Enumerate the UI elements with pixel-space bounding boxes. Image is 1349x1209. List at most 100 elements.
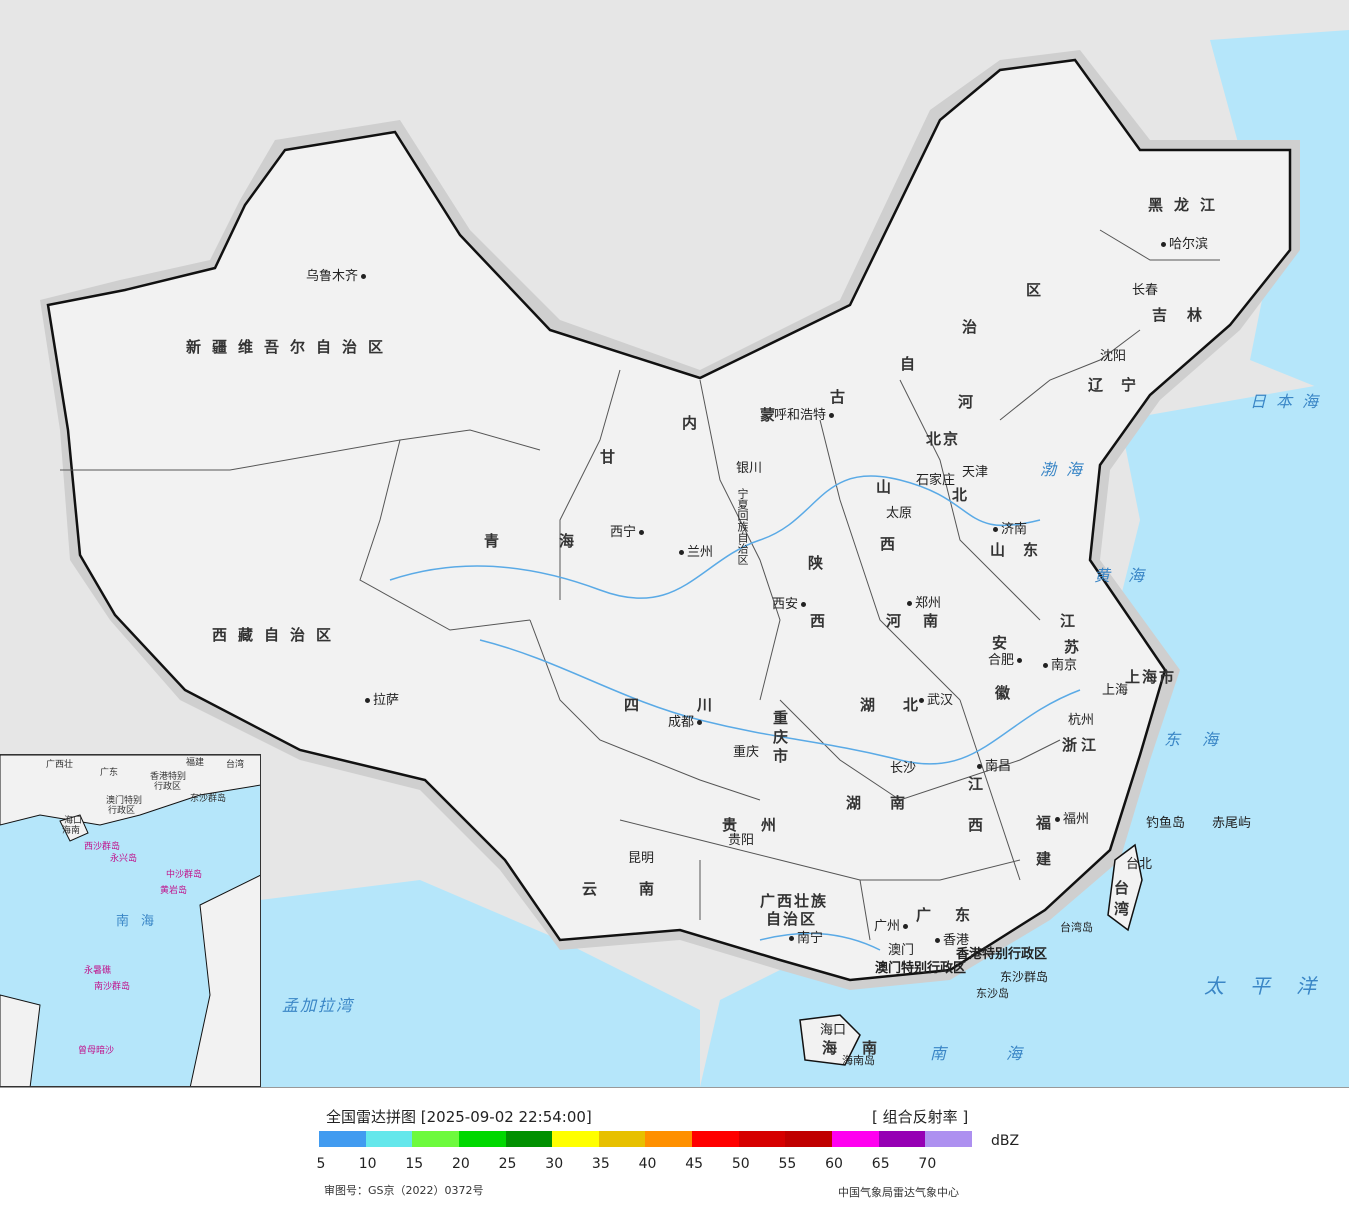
sea-bengal: 孟加拉湾 [282, 996, 355, 1015]
region-fujian-1: 福 [1036, 814, 1063, 832]
color-swatch [458, 1131, 506, 1147]
region-sichuan: 四川 [624, 696, 771, 714]
scale-tick-label: 70 [918, 1156, 937, 1172]
city-guangzhou: 广州 [874, 920, 911, 933]
city-xian: 西安 [772, 598, 809, 611]
island-dongsha-islands: 东沙群岛 [1000, 970, 1049, 984]
region-shaanxi-1: 陕 [808, 554, 835, 572]
region-jiangxi-1: 江 [968, 775, 995, 793]
scale-tick-label: 5 [316, 1156, 326, 1172]
region-shaanxi-2: 西 [810, 612, 837, 630]
review-number: 审图号：GS京（2022）0372号 [324, 1184, 484, 1197]
inset-label: 行政区 [154, 782, 182, 792]
region-taiwan-1: 台 [1114, 879, 1141, 897]
region-neimenggu-1: 内 [682, 414, 709, 432]
color-scale-bar [319, 1131, 972, 1147]
sea-japan: 日本海 [1250, 392, 1329, 411]
region-neimenggu-6: 区 [1026, 281, 1053, 299]
inset-label: 海南 [62, 826, 81, 836]
region-taiwan-2: 湾 [1114, 900, 1141, 918]
region-guangxi-2: 自治区 [766, 910, 818, 928]
inset-label: 西沙群岛 [84, 842, 121, 852]
legend-panel: 全国雷达拼图 [2025-09-02 22:54:00] [ 组合反射率 ] d… [0, 1087, 1349, 1209]
sea-south: 南海 [930, 1044, 1083, 1063]
inset-label: 永暑礁 [84, 966, 112, 976]
color-swatch [598, 1131, 646, 1147]
city-shenyang: 沈阳 [1100, 349, 1127, 364]
city-shanghai: 上海 [1102, 683, 1129, 698]
island-taiwan: 台湾岛 [1060, 921, 1093, 934]
legend-unit: dBZ [991, 1133, 1020, 1149]
legend-product: [ 组合反射率 ] [872, 1108, 969, 1126]
region-hainan-2: 南 [862, 1039, 889, 1057]
scale-tick-label: 50 [731, 1156, 750, 1172]
map-canvas [0, 0, 1349, 1087]
inset-label: 东沙群岛 [190, 794, 227, 804]
city-wuhan: 武汉 [916, 694, 953, 707]
inset-label: 海口 [64, 816, 83, 826]
city-guiyang: 贵阳 [728, 833, 755, 848]
region-guangdong: 广东 [916, 906, 995, 924]
region-jiangsu-1: 江 [1060, 612, 1087, 630]
color-swatch [785, 1131, 833, 1147]
island-diaoyu: 钓鱼岛 [1146, 816, 1186, 831]
region-shanxi-1: 山 [876, 478, 903, 496]
city-chengdu: 成都 [668, 716, 705, 729]
region-jiangxi-2: 西 [968, 816, 995, 834]
region-hk: 香港特别行政区 [956, 947, 1048, 962]
region-neimenggu-4: 自 [900, 355, 927, 373]
inset-label: 台湾 [226, 760, 245, 770]
color-swatch [738, 1131, 786, 1147]
city-xining: 西宁 [610, 526, 647, 539]
city-urumqi: 乌鲁木齐 [306, 270, 369, 283]
inset-label: 中沙群岛 [166, 870, 203, 880]
inset-label: 南海 [116, 914, 167, 929]
region-neimenggu-3: 古 [830, 388, 857, 406]
region-guangxi-1: 广西壮族 [760, 892, 829, 910]
color-swatch [832, 1131, 879, 1147]
island-dongsha: 东沙岛 [976, 987, 1009, 1000]
island-chiwei: 赤尾屿 [1212, 816, 1252, 831]
legend-title: 全国雷达拼图 [2025-09-02 22:54:00] [326, 1108, 592, 1126]
scale-tick-label: 40 [638, 1156, 657, 1172]
region-hebei-2: 北 [952, 486, 979, 504]
city-yinchuan: 银川 [736, 461, 763, 476]
region-hebei-1: 河 [958, 393, 985, 411]
city-shijiazhuang: 石家庄 [916, 473, 956, 488]
region-hainan-1: 海 [822, 1039, 849, 1057]
region-neimenggu-2: 蒙 [760, 406, 787, 424]
scale-tick-label: 35 [591, 1156, 610, 1172]
scale-tick-label: 65 [871, 1156, 890, 1172]
region-heilongjiang: 黑龙江 [1148, 196, 1227, 214]
city-harbin: 哈尔滨 [1158, 238, 1208, 251]
sea-pacific: 太平洋 [1204, 974, 1342, 998]
region-hubei: 湖北 [860, 696, 947, 714]
inset-label: 南沙群岛 [94, 982, 131, 992]
city-kunming: 昆明 [628, 851, 655, 866]
city-changchun: 长春 [1132, 283, 1159, 298]
color-swatch [692, 1131, 739, 1147]
city-lanzhou: 兰州 [676, 546, 713, 559]
scale-tick-label: 55 [778, 1156, 797, 1172]
city-hefei: 合肥 [988, 654, 1025, 667]
city-changsha: 长沙 [890, 761, 917, 776]
city-zhengzhou: 郑州 [904, 597, 941, 610]
city-nanjing: 南京 [1040, 659, 1077, 672]
scale-tick-label: 25 [498, 1156, 517, 1172]
city-chongqing: 重庆 [733, 745, 760, 760]
city-nanchang: 南昌 [974, 760, 1011, 773]
scale-tick-label: 10 [358, 1156, 377, 1172]
inset-label: 行政区 [108, 806, 136, 816]
region-neimenggu-5: 治 [962, 318, 989, 336]
city-haikou: 海口 [820, 1023, 847, 1038]
region-tianjin: 天津 [962, 465, 989, 480]
region-guizhou: 贵州 [722, 816, 801, 834]
color-swatch [412, 1131, 459, 1147]
region-xizang: 西藏自治区 [212, 626, 343, 644]
region-anhui-1: 安 [992, 634, 1019, 652]
region-jiangsu-2: 苏 [1064, 638, 1091, 656]
south-china-sea-inset: 广西壮 广东 福建 台湾 香港特别 行政区 澳门特别 行政区 东沙群岛 海口 海… [0, 754, 261, 1087]
city-macau: 澳门 [888, 943, 915, 958]
region-fujian-2: 建 [1036, 850, 1063, 868]
scale-tick-label: 45 [685, 1156, 704, 1172]
